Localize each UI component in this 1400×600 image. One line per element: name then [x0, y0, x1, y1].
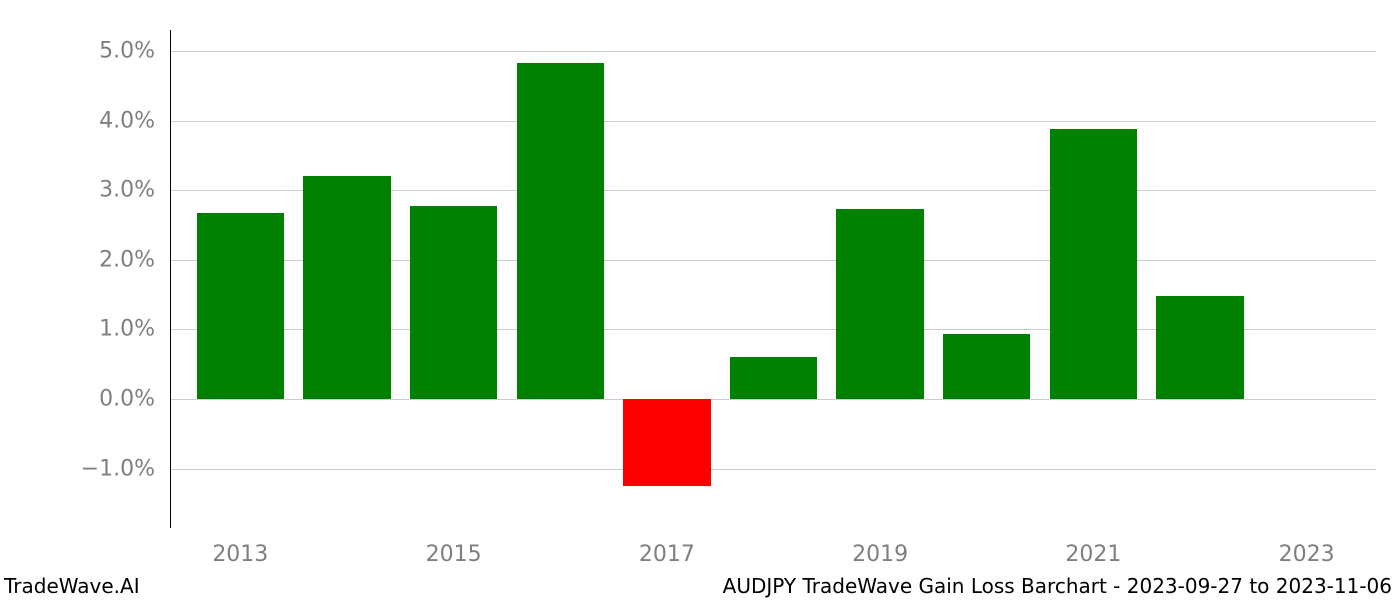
y-tick-label: 5.0%: [99, 38, 171, 63]
y-tick-label: 1.0%: [99, 317, 171, 342]
footer-source: TradeWave.AI: [4, 574, 140, 598]
bar: [730, 357, 817, 399]
bar: [197, 213, 284, 399]
zero-line: [171, 399, 1376, 400]
plot-area: −1.0%0.0%1.0%2.0%3.0%4.0%5.0%20132015201…: [170, 30, 1376, 528]
x-tick-label: 2021: [1065, 528, 1121, 567]
bar: [943, 334, 1030, 399]
gridline: [171, 121, 1376, 122]
gridline: [171, 51, 1376, 52]
bar: [1050, 129, 1137, 399]
bar: [836, 209, 923, 399]
x-tick-label: 2013: [212, 528, 268, 567]
y-tick-label: 2.0%: [99, 247, 171, 272]
bar: [410, 206, 497, 400]
x-tick-label: 2015: [426, 528, 482, 567]
gridline: [171, 469, 1376, 470]
bar: [303, 176, 390, 399]
y-tick-label: 3.0%: [99, 178, 171, 203]
x-tick-label: 2019: [852, 528, 908, 567]
x-tick-label: 2017: [639, 528, 695, 567]
bar: [623, 399, 710, 486]
y-tick-label: 0.0%: [99, 387, 171, 412]
x-tick-label: 2023: [1279, 528, 1335, 567]
bar: [517, 63, 604, 399]
bar: [1156, 296, 1243, 399]
y-tick-label: 4.0%: [99, 108, 171, 133]
y-tick-label: −1.0%: [81, 456, 171, 481]
footer-caption: AUDJPY TradeWave Gain Loss Barchart - 20…: [723, 574, 1392, 598]
chart-stage: −1.0% 0.0% 1.0% 2.0% 3.0% 4.0% 5.0% 2013 2015 201…: [0, 0, 1400, 600]
